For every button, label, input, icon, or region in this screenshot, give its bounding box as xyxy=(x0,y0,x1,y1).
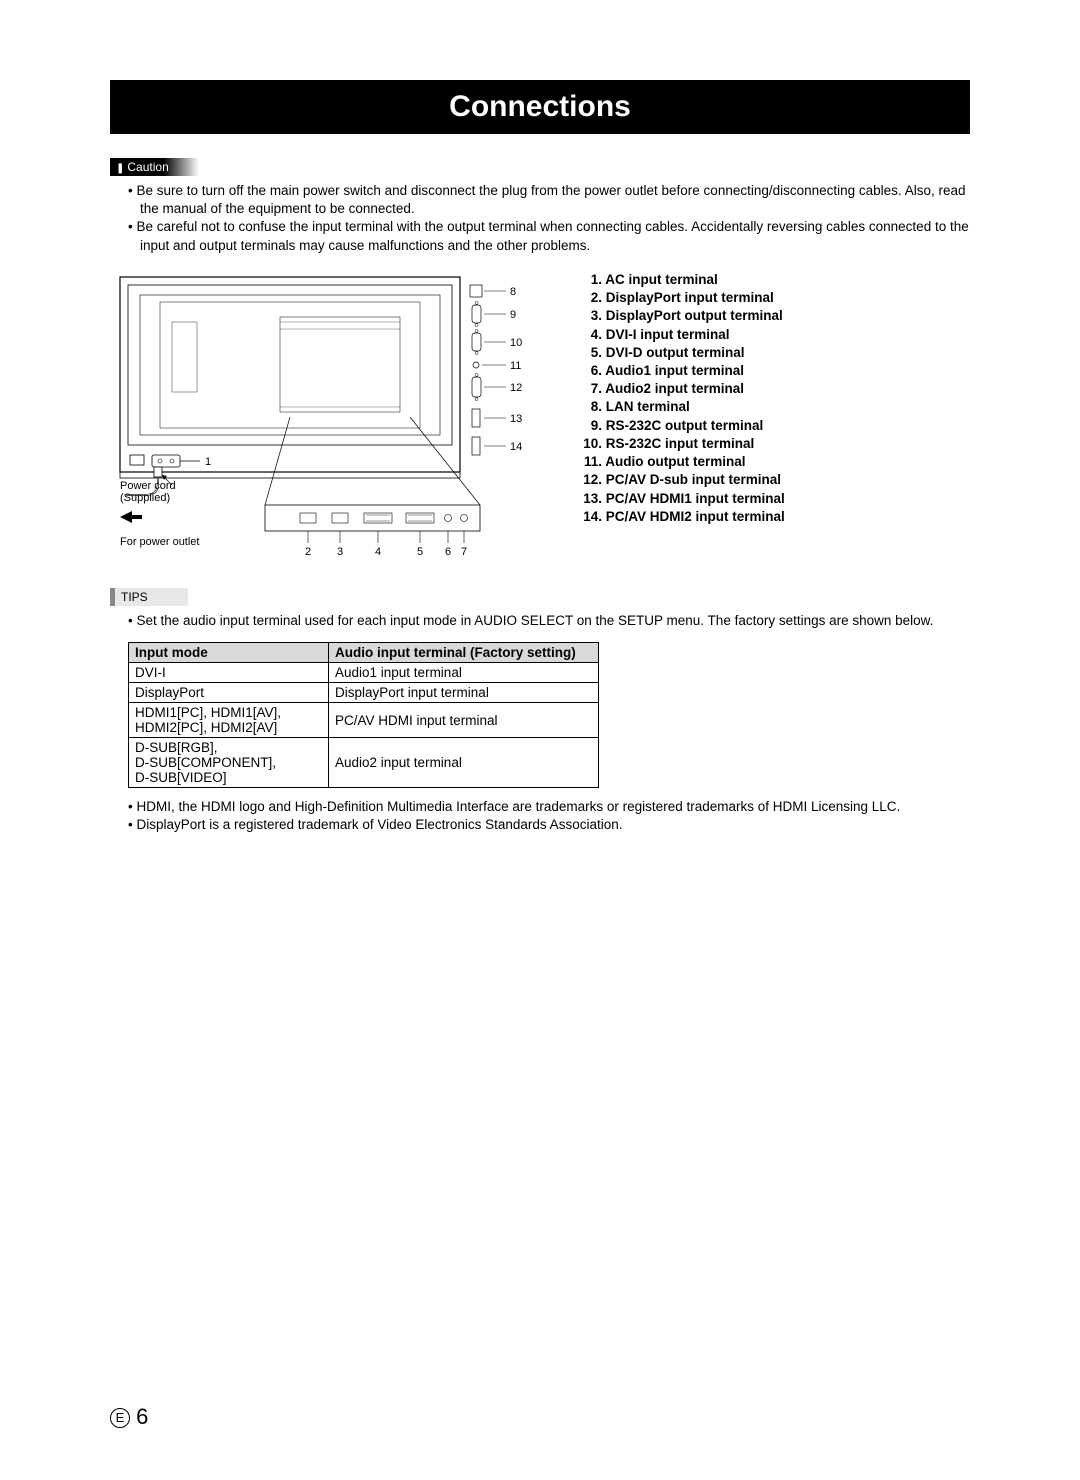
table-cell: DVI-I xyxy=(129,663,329,683)
power-cord-label: Power cord xyxy=(120,480,176,492)
terminal-item: 13. PC/AV HDMI1 input terminal xyxy=(580,490,970,508)
table-cell: DisplayPort input terminal xyxy=(329,683,599,703)
outlet-label: For power outlet xyxy=(120,536,199,548)
terminal-item: 9. RS-232C output terminal xyxy=(580,417,970,435)
page-title: Connections xyxy=(110,80,970,134)
terminal-item: 10. RS-232C input terminal xyxy=(580,435,970,453)
table-cell: Audio1 input terminal xyxy=(329,663,599,683)
svg-text:9: 9 xyxy=(510,309,516,321)
caution-item: Be careful not to confuse the input term… xyxy=(128,218,970,254)
terminal-item: 8. LAN terminal xyxy=(580,398,970,416)
caution-item: Be sure to turn off the main power switc… xyxy=(128,182,970,218)
svg-text:4: 4 xyxy=(375,546,381,558)
svg-text:6: 6 xyxy=(445,546,451,558)
terminal-legend: 1. AC input terminal2. DisplayPort input… xyxy=(580,267,970,526)
terminal-item: 7. Audio2 input terminal xyxy=(580,380,970,398)
table-cell: PC/AV HDMI input terminal xyxy=(329,703,599,738)
terminal-item: 3. DisplayPort output terminal xyxy=(580,307,970,325)
terminal-item: 2. DisplayPort input terminal xyxy=(580,289,970,307)
terminal-item: 1. AC input terminal xyxy=(580,271,970,289)
svg-text:14: 14 xyxy=(510,441,522,453)
terminal-item: 5. DVI-D output terminal xyxy=(580,344,970,362)
table-cell: D-SUB[RGB],D-SUB[COMPONENT],D-SUB[VIDEO] xyxy=(129,738,329,788)
terminal-item: 6. Audio1 input terminal xyxy=(580,362,970,380)
terminal-item: 11. Audio output terminal xyxy=(580,453,970,471)
svg-text:8: 8 xyxy=(510,286,516,298)
terminal-item: 12. PC/AV D-sub input terminal xyxy=(580,471,970,489)
footnote-item: HDMI, the HDMI logo and High-Definition … xyxy=(128,798,970,816)
terminal-item: 14. PC/AV HDMI2 input terminal xyxy=(580,508,970,526)
svg-text:12: 12 xyxy=(510,382,522,394)
tips-list: Set the audio input terminal used for ea… xyxy=(110,612,970,630)
svg-text:10: 10 xyxy=(510,337,522,349)
caution-badge: Caution xyxy=(110,158,199,176)
table-cell: Audio2 input terminal xyxy=(329,738,599,788)
connections-diagram: 1 Power cord (Supplied) For power outlet xyxy=(110,267,540,570)
document-page: Connections Caution Be sure to turn off … xyxy=(0,0,1080,887)
table-cell: DisplayPort xyxy=(129,683,329,703)
table-header: Input mode xyxy=(129,643,329,663)
diagram-row: 1 Power cord (Supplied) For power outlet xyxy=(110,267,970,570)
svg-text:3: 3 xyxy=(337,546,343,558)
table-row: DVI-IAudio1 input terminal xyxy=(129,663,599,683)
power-cord-supplied: (Supplied) xyxy=(120,492,170,504)
table-row: HDMI1[PC], HDMI1[AV],HDMI2[PC], HDMI2[AV… xyxy=(129,703,599,738)
page-letter: E xyxy=(110,1408,130,1428)
table-row: D-SUB[RGB],D-SUB[COMPONENT],D-SUB[VIDEO]… xyxy=(129,738,599,788)
page-number: E 6 xyxy=(110,1404,148,1430)
tips-badge: TIPS xyxy=(110,588,188,606)
terminal-item: 4. DVI-I input terminal xyxy=(580,326,970,344)
tips-item: Set the audio input terminal used for ea… xyxy=(128,612,970,630)
footnotes: HDMI, the HDMI logo and High-Definition … xyxy=(110,798,970,834)
svg-text:7: 7 xyxy=(461,546,467,558)
svg-text:13: 13 xyxy=(510,413,522,425)
diagram-svg: 1 Power cord (Supplied) For power outlet xyxy=(110,267,540,567)
svg-text:11: 11 xyxy=(510,360,521,372)
svg-text:2: 2 xyxy=(305,546,311,558)
table-row: DisplayPortDisplayPort input terminal xyxy=(129,683,599,703)
table-header: Audio input terminal (Factory setting) xyxy=(329,643,599,663)
table-cell: HDMI1[PC], HDMI1[AV],HDMI2[PC], HDMI2[AV… xyxy=(129,703,329,738)
footnote-item: DisplayPort is a registered trademark of… xyxy=(128,816,970,834)
caution-list: Be sure to turn off the main power switc… xyxy=(110,182,970,255)
callout-1: 1 xyxy=(205,456,211,468)
audio-input-table: Input mode Audio input terminal (Factory… xyxy=(128,642,599,788)
svg-text:5: 5 xyxy=(417,546,423,558)
page-num: 6 xyxy=(136,1404,148,1429)
